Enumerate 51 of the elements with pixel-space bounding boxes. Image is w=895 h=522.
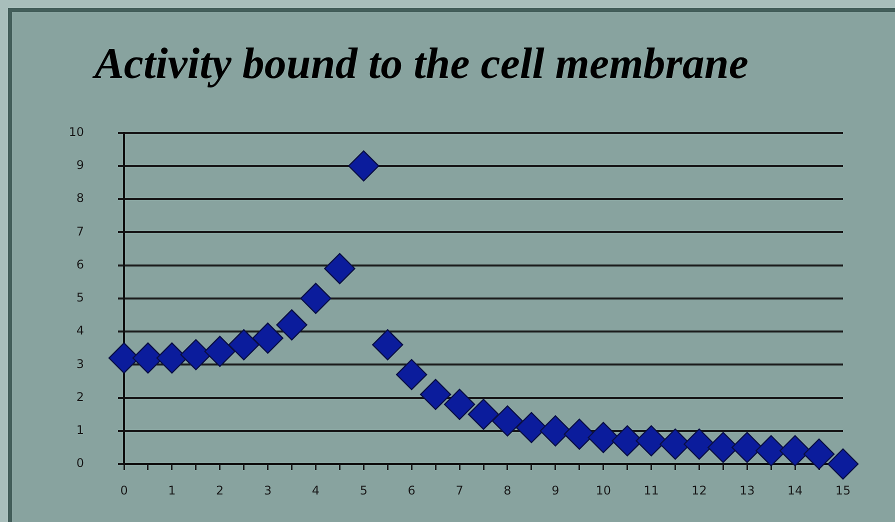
point: [300, 282, 332, 314]
point: [732, 432, 763, 464]
point: [803, 438, 835, 470]
x-tick-label: 12: [692, 483, 707, 498]
point: [276, 309, 308, 340]
x-tick-label: 13: [739, 483, 755, 498]
point: [468, 398, 500, 430]
chart-title: Activity bound to the cell membrane: [92, 38, 748, 88]
point: [588, 422, 619, 454]
x-tick-label: 14: [787, 483, 803, 498]
y-tick-label: 1: [76, 423, 84, 438]
y-tick-label: 5: [76, 290, 84, 305]
x-tick-label: 11: [644, 483, 659, 498]
point: [324, 252, 356, 284]
y-tick-label: 2: [76, 390, 84, 404]
x-tick-label: 3: [264, 483, 272, 498]
x-tick-label: 7: [456, 483, 464, 498]
point: [348, 150, 380, 182]
point: [372, 329, 404, 360]
point: [779, 435, 811, 466]
x-tick-label: 0: [120, 483, 128, 498]
x-tick-label: 2: [216, 483, 224, 498]
point: [180, 339, 212, 370]
x-tick-label: 15: [835, 483, 851, 498]
y-tick-label: 8: [76, 191, 84, 206]
point: [540, 415, 571, 446]
point: [636, 425, 667, 456]
y-tick-label: 10: [68, 124, 84, 139]
y-tick-label: 3: [76, 356, 84, 371]
x-tick-label: 5: [360, 483, 368, 498]
point: [564, 418, 595, 450]
y-tick-label: 6: [76, 257, 84, 272]
point: [252, 322, 284, 354]
x-tick-label: 1: [168, 483, 176, 498]
y-tick-label: 7: [76, 224, 84, 238]
point: [420, 378, 452, 410]
x-tick-label: 4: [312, 483, 320, 498]
x-tick-label: 6: [408, 483, 416, 498]
y-tick-label: 4: [76, 324, 84, 338]
x-tick-label: 9: [552, 483, 560, 498]
point: [827, 448, 859, 480]
point: [204, 336, 236, 367]
point: [492, 405, 524, 437]
x-tick-label: 8: [504, 483, 512, 498]
y-tick-label: 0: [76, 456, 84, 470]
point: [684, 428, 715, 460]
point: [396, 358, 428, 390]
y-tick-label: 9: [76, 158, 84, 172]
point: [444, 388, 476, 420]
point: [228, 329, 260, 360]
x-tick-label: 10: [596, 483, 611, 498]
